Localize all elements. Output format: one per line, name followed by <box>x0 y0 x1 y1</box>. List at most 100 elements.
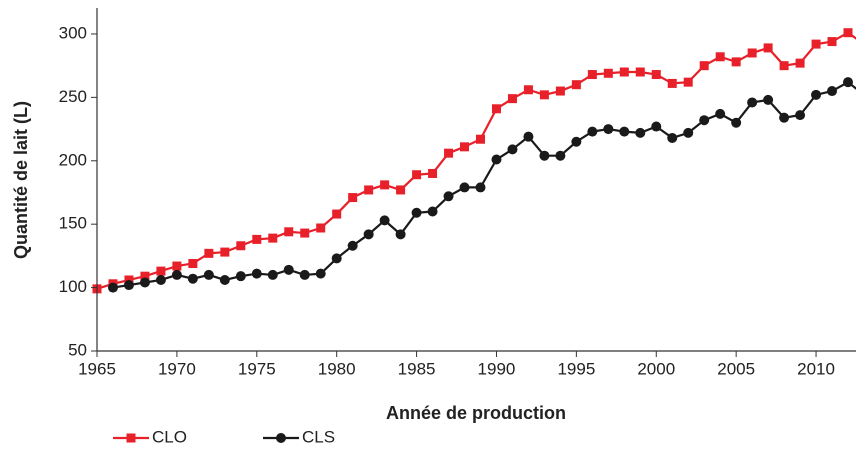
marker <box>763 94 774 105</box>
y-tick-label: 150 <box>59 214 87 233</box>
marker <box>555 86 565 96</box>
marker <box>188 258 198 268</box>
plot-area <box>92 28 856 294</box>
marker <box>276 433 286 443</box>
marker <box>252 234 262 244</box>
marker <box>220 247 230 257</box>
marker <box>299 269 310 280</box>
marker <box>315 268 326 279</box>
marker <box>571 136 582 147</box>
marker <box>651 121 662 132</box>
marker <box>731 57 741 67</box>
marker <box>235 271 246 282</box>
x-tick-label: 1995 <box>557 359 595 378</box>
marker <box>412 170 422 180</box>
marker <box>187 273 198 284</box>
marker <box>300 228 310 238</box>
marker <box>507 94 517 104</box>
marker <box>251 268 262 279</box>
marker <box>747 48 757 58</box>
y-tick-label: 100 <box>59 277 87 296</box>
marker <box>171 269 182 280</box>
marker <box>267 269 278 280</box>
marker <box>331 253 342 264</box>
marker <box>635 67 645 77</box>
marker <box>635 127 646 138</box>
marker <box>699 61 709 71</box>
marker <box>843 77 854 88</box>
marker <box>587 70 597 80</box>
y-tick-label: 50 <box>68 340 87 359</box>
marker <box>715 52 725 62</box>
marker <box>683 77 693 87</box>
marker <box>715 108 726 119</box>
x-tick-label: 1985 <box>398 359 436 378</box>
y-tick-label: 250 <box>59 87 87 106</box>
marker <box>699 115 710 126</box>
marker <box>219 274 230 285</box>
marker <box>395 229 406 240</box>
marker <box>204 248 214 258</box>
marker <box>126 433 136 443</box>
x-tick-label: 1980 <box>318 359 356 378</box>
legend: CLO CLS <box>113 427 335 446</box>
x-tick-label: 2005 <box>717 359 755 378</box>
marker <box>203 269 214 280</box>
marker <box>172 261 182 271</box>
marker <box>603 124 614 135</box>
x-tick-label: 1970 <box>158 359 196 378</box>
marker <box>539 150 550 161</box>
marker <box>795 58 805 68</box>
marker <box>795 110 806 121</box>
legend-label: CLO <box>152 427 187 446</box>
x-tick-label: 1990 <box>478 359 516 378</box>
marker <box>284 227 294 237</box>
marker <box>156 266 166 276</box>
marker <box>475 182 486 193</box>
marker <box>428 168 438 178</box>
marker <box>491 104 501 114</box>
marker <box>124 275 134 285</box>
marker <box>443 191 454 202</box>
marker <box>507 144 518 155</box>
marker <box>444 148 454 158</box>
marker <box>140 271 150 281</box>
marker <box>779 61 789 71</box>
marker <box>587 126 598 137</box>
marker <box>763 43 773 53</box>
marker <box>731 117 742 128</box>
x-tick-label: 1965 <box>78 359 116 378</box>
marker <box>491 154 502 165</box>
marker <box>379 215 390 226</box>
y-tick-label: 200 <box>59 150 87 169</box>
marker <box>667 78 677 88</box>
marker <box>364 185 374 195</box>
legend-label: CLS <box>302 427 335 446</box>
marker <box>555 150 566 161</box>
marker <box>667 132 678 143</box>
x-axis-label: Année de production <box>386 403 566 423</box>
x-tick-label: 2010 <box>797 359 835 378</box>
marker <box>396 185 406 195</box>
marker <box>348 193 358 203</box>
marker <box>332 209 342 219</box>
marker <box>843 28 853 38</box>
marker <box>811 39 821 49</box>
marker <box>619 67 629 77</box>
marker <box>236 241 246 251</box>
marker <box>571 80 581 90</box>
marker <box>827 37 837 47</box>
marker <box>268 233 278 243</box>
marker <box>139 277 150 288</box>
marker <box>411 207 422 218</box>
marker <box>283 264 294 275</box>
marker <box>827 86 838 97</box>
marker <box>523 85 533 95</box>
marker <box>523 131 534 142</box>
marker <box>363 229 374 240</box>
marker <box>427 206 438 217</box>
marker <box>747 97 758 108</box>
marker <box>155 274 166 285</box>
marker <box>539 90 549 100</box>
marker <box>603 68 613 78</box>
